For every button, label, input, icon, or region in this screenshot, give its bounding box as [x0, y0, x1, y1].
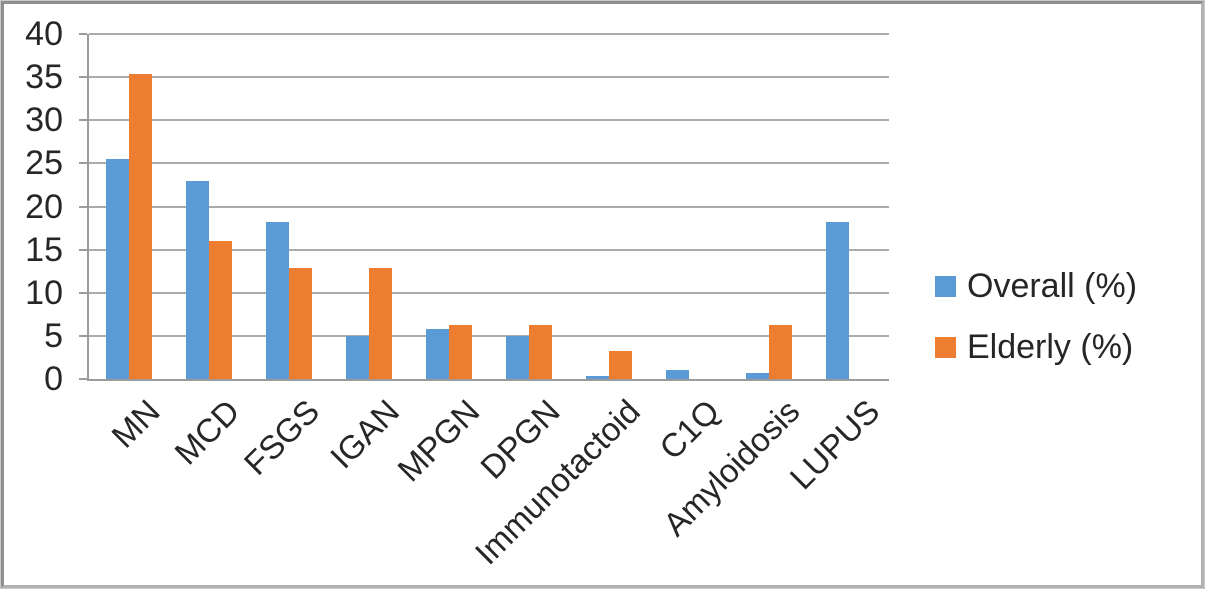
y-axis-label-20: 20	[25, 187, 63, 226]
legend-label-elderly: Elderly (%)	[967, 328, 1134, 366]
y-axis-label-15: 15	[25, 230, 63, 269]
bar-elderly-fsgs	[289, 267, 312, 379]
y-tick-10	[79, 291, 87, 294]
gridline-30	[89, 119, 889, 122]
gridline-25	[89, 162, 889, 165]
y-axis-label-5: 5	[44, 316, 63, 355]
legend-swatch-elderly	[935, 336, 956, 358]
gridline-5	[89, 334, 889, 337]
legend-label-overall: Overall (%)	[967, 267, 1138, 305]
bar-elderly-mcd	[209, 241, 232, 379]
y-axis-label-25: 25	[25, 144, 63, 183]
y-tick-5	[79, 334, 87, 337]
y-axis-label-40: 40	[25, 15, 63, 53]
gridline-15	[89, 248, 889, 251]
bar-overall-mcd	[186, 180, 209, 379]
gridline-35	[89, 76, 889, 79]
legend: Overall (%) Elderly (%)	[935, 266, 1137, 367]
gridline-40	[89, 33, 889, 35]
legend-swatch-overall	[935, 275, 956, 297]
legend-item-elderly: Elderly (%)	[935, 327, 1137, 367]
x-axis-label-mcd: MCD	[167, 392, 247, 472]
y-tick-40	[79, 33, 87, 35]
bar-chart: 0 5 10 15 20 25 30 35 40 MN MCD FSGS IGAN MPGN DPGN Im…	[1, 1, 1198, 582]
legend-item-overall: Overall (%)	[935, 266, 1137, 306]
y-tick-20	[79, 205, 87, 208]
x-axis-label-lupus: LUPUS	[782, 392, 887, 497]
plot-area	[87, 33, 889, 381]
y-tick-35	[79, 76, 87, 79]
y-axis-label-35: 35	[25, 58, 63, 97]
x-axis-label-mpgn: MPGN	[390, 392, 487, 489]
bar-elderly-mn	[129, 73, 152, 379]
y-tick-15	[79, 248, 87, 251]
x-axis-label-mn: MN	[103, 392, 167, 455]
gridline-10	[89, 291, 889, 294]
bar-elderly-immunotactoid	[609, 351, 632, 379]
y-tick-25	[79, 162, 87, 165]
y-tick-30	[79, 119, 87, 122]
y-axis-label-30: 30	[25, 101, 63, 140]
bar-overall-lupus	[826, 222, 849, 379]
bar-overall-c1q	[666, 369, 689, 379]
bar-overall-mpgn	[426, 328, 449, 379]
bar-overall-fsgs	[266, 222, 289, 379]
bar-overall-dpgn	[506, 335, 529, 379]
bar-elderly-igan	[369, 267, 392, 379]
gridline-20	[89, 205, 889, 208]
x-axis-label-fsgs: FSGS	[236, 392, 327, 482]
bar-elderly-dpgn	[529, 324, 552, 379]
bar-overall-amyloidosis	[746, 372, 769, 379]
bar-elderly-mpgn	[449, 324, 472, 379]
bar-overall-immunotactoid	[586, 375, 609, 379]
y-axis-label-10: 10	[25, 273, 63, 312]
y-axis-label-0: 0	[44, 360, 63, 398]
bar-overall-mn	[106, 159, 129, 379]
bar-elderly-amyloidosis	[769, 324, 792, 379]
y-tick-0	[79, 378, 87, 380]
bar-overall-igan	[346, 335, 369, 379]
